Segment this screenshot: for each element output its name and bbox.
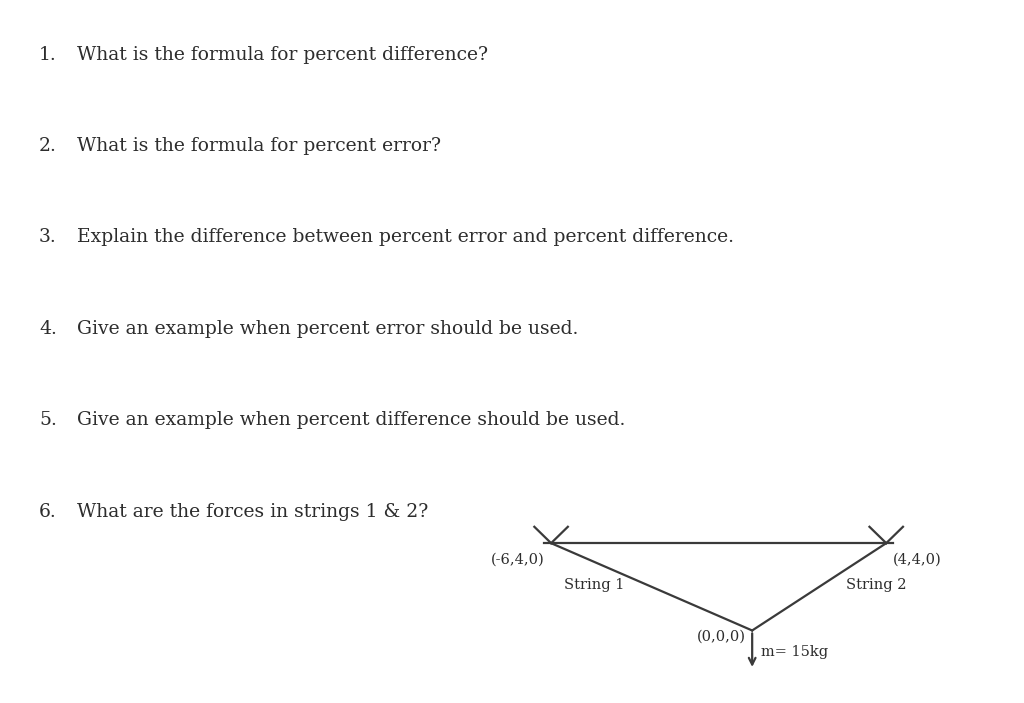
Text: Give an example when percent error should be used.: Give an example when percent error shoul…	[77, 320, 579, 338]
Text: What is the formula for percent error?: What is the formula for percent error?	[77, 137, 440, 155]
Text: (4,4,0): (4,4,0)	[893, 553, 942, 567]
Text: What are the forces in strings 1 & 2?: What are the forces in strings 1 & 2?	[77, 503, 428, 521]
Text: (0,0,0): (0,0,0)	[696, 629, 745, 643]
Text: String 1: String 1	[564, 578, 625, 592]
Text: 2.: 2.	[39, 137, 56, 155]
Text: String 2: String 2	[846, 578, 906, 592]
Text: 6.: 6.	[39, 503, 56, 521]
Text: m= 15kg: m= 15kg	[761, 645, 827, 659]
Text: 4.: 4.	[39, 320, 56, 338]
Text: 3.: 3.	[39, 228, 56, 247]
Text: 5.: 5.	[39, 411, 56, 430]
Text: (-6,4,0): (-6,4,0)	[490, 553, 545, 567]
Text: Give an example when percent difference should be used.: Give an example when percent difference …	[77, 411, 626, 430]
Text: Explain the difference between percent error and percent difference.: Explain the difference between percent e…	[77, 228, 734, 247]
Text: 1.: 1.	[39, 46, 56, 64]
Text: What is the formula for percent difference?: What is the formula for percent differen…	[77, 46, 487, 64]
